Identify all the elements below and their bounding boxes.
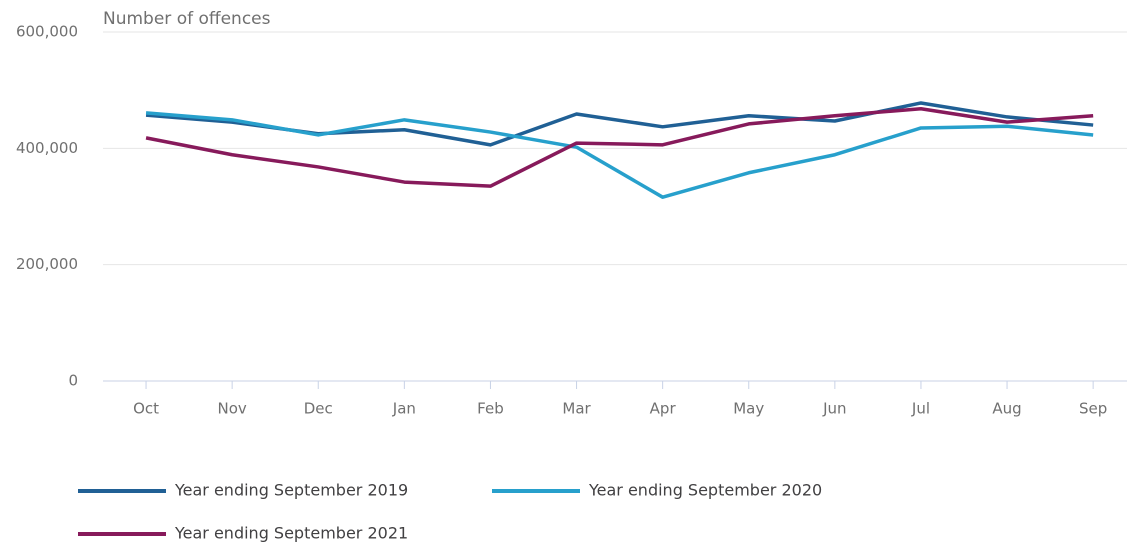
y-tick-label: 0 [68, 372, 78, 390]
x-tick-label: Sep [1079, 400, 1107, 418]
series-line [145, 101, 1094, 147]
x-tick-label: Aug [992, 400, 1021, 418]
series-line [145, 107, 1094, 188]
x-tick-label: May [733, 400, 764, 418]
x-tick-label: Apr [650, 400, 677, 418]
x-tick-label: Jan [392, 400, 416, 418]
x-tick-label: Mar [562, 400, 591, 418]
y-tick-label: 400,000 [16, 139, 78, 157]
x-tick-label: Nov [218, 400, 247, 418]
legend-label: Year ending September 2019 [174, 481, 408, 500]
y-tick-label: 200,000 [16, 255, 78, 273]
x-tick-label: Feb [477, 400, 504, 418]
legend-label: Year ending September 2021 [174, 524, 408, 543]
y-tick-label: 600,000 [16, 23, 78, 41]
x-tick-label: Oct [133, 400, 159, 418]
x-tick-label: Jul [911, 400, 930, 418]
x-tick-label: Dec [304, 400, 333, 418]
legend-label: Year ending September 2020 [588, 481, 822, 500]
series-line [145, 111, 1094, 199]
x-tick-label: Jun [822, 400, 846, 418]
y-axis-label: Number of offences [103, 9, 271, 29]
